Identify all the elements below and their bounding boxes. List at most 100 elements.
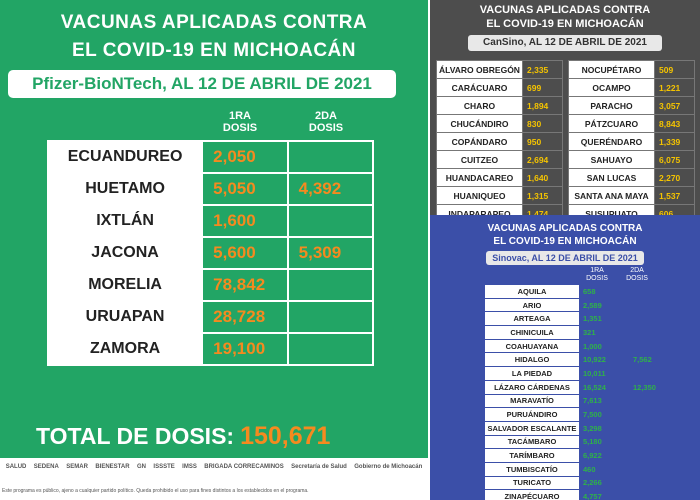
dosis2-cell: [286, 204, 375, 238]
municipio-cell: ECUANDUREO: [46, 140, 204, 174]
table-row: SUSUPUATO 606: [568, 204, 695, 215]
dosis-cell: 1,894: [522, 96, 563, 115]
table-row: OCAMPO 1,221: [568, 78, 695, 97]
municipio-cell: CARÁCUARO: [436, 78, 523, 97]
municipio-cell: TURICATO: [484, 475, 580, 491]
dosis1-cell: 1,000: [579, 338, 630, 354]
dosis-cell: 8,843: [654, 114, 695, 133]
logo-item: SEMAR: [66, 464, 88, 470]
dosis2-cell: [629, 407, 670, 422]
dosis2-cell: [629, 420, 670, 436]
dosis2-cell: [629, 461, 670, 477]
municipio-cell: PARACHO: [568, 96, 655, 115]
col2-line1: 2DA: [314, 110, 337, 122]
dosis2-cell: [629, 325, 670, 340]
table-row: LA PIEDAD 10,011: [484, 366, 670, 381]
table-row: MORELIA 78,842: [46, 268, 375, 302]
municipio-cell: CHARO: [436, 96, 523, 115]
dosis-cell: 1,221: [654, 78, 695, 97]
dosis2-cell: [629, 448, 670, 463]
dosis-cell: 2,694: [522, 150, 563, 169]
logo-item: SALUD: [5, 464, 27, 470]
municipio-cell: SALVADOR ESCALANTE: [484, 420, 580, 436]
municipio-cell: LA PIEDAD: [484, 366, 580, 381]
logo-item: GN: [136, 464, 146, 470]
dosis1-cell: 2,589: [579, 297, 630, 313]
table-row: IXTLÁN 1,600: [46, 204, 375, 238]
table-row: LÁZARO CÁRDENAS 16,524 12,350: [484, 379, 670, 395]
dosis1-cell: 7,613: [579, 393, 630, 409]
pfizer-title-line1: VACUNAS APLICADAS CONTRA: [60, 12, 368, 33]
dosis2-cell: 12,350: [629, 379, 670, 395]
table-row: ARIO 2,589: [484, 297, 670, 313]
dosis2-cell: [286, 300, 375, 334]
municipio-cell: TACÁMBARO: [484, 434, 580, 450]
table-row: CHARO 1,894: [436, 96, 563, 115]
table-row: SAN LUCAS 2,270: [568, 168, 695, 187]
col1-line1: 1RA: [228, 110, 251, 122]
municipio-cell: NOCUPÉTARO: [568, 60, 655, 79]
col2-line2: DOSIS: [626, 275, 648, 282]
dosis1-cell: 78,842: [201, 268, 289, 302]
dosis2-cell: [629, 338, 670, 354]
municipio-cell: COPÁNDARO: [436, 132, 523, 151]
col1-line1: 1RA: [590, 267, 604, 274]
pfizer-col2-header: 2DA DOSIS: [291, 110, 361, 134]
dosis-cell: 509: [654, 60, 695, 79]
municipio-cell: SAN LUCAS: [568, 168, 655, 187]
dosis-cell: 2,335: [522, 60, 563, 79]
dosis1-cell: 10,011: [579, 366, 630, 381]
dosis1-cell: 2,266: [579, 475, 630, 491]
dosis1-cell: 5,050: [201, 172, 289, 206]
table-row: JACONA 5,600 5,309: [46, 236, 375, 270]
municipio-cell: SUSUPUATO: [568, 204, 655, 215]
dosis1-cell: 19,100: [201, 332, 289, 366]
dosis-cell: 1,315: [522, 186, 563, 205]
table-row: CHINICUILA 321: [484, 325, 670, 340]
municipio-cell: CHINICUILA: [484, 325, 580, 340]
municipio-cell: HUANDACAREO: [436, 168, 523, 187]
dosis1-cell: 5,180: [579, 434, 630, 450]
table-row: TARÍMBARO 6,922: [484, 448, 670, 463]
table-row: ZINAPÉCUARO 4,757: [484, 489, 670, 500]
municipio-cell: SANTA ANA MAYA: [568, 186, 655, 205]
dosis-cell: 1,537: [654, 186, 695, 205]
pfizer-subtitle: Pfizer-BioNTech, AL 12 DE ABRIL DE 2021: [8, 70, 396, 98]
table-row: INDAPARAPEO 1,474: [436, 204, 563, 215]
sinovac-title-line2: EL COVID-19 EN MICHOACÁN: [493, 236, 637, 247]
dosis2-cell: 5,309: [286, 236, 375, 270]
dosis2-cell: 4,392: [286, 172, 375, 206]
table-row: PURUÁNDIRO 7,500: [484, 407, 670, 422]
table-row: ZAMORA 19,100: [46, 332, 375, 366]
table-row: COPÁNDARO 950: [436, 132, 563, 151]
table-row: PARACHO 3,057: [568, 96, 695, 115]
table-row: URUAPAN 28,728: [46, 300, 375, 334]
dosis-cell: 1,339: [654, 132, 695, 151]
dosis2-cell: [629, 284, 670, 299]
fine-print: Este programa es público, ajeno a cualqu…: [2, 488, 309, 494]
cansino-panel: VACUNAS APLICADAS CONTRA EL COVID-19 EN …: [430, 0, 700, 215]
col2-line1: 2DA: [630, 267, 644, 274]
municipio-cell: URUAPAN: [46, 300, 204, 334]
dosis-cell: 2,270: [654, 168, 695, 187]
dosis1-cell: 658: [579, 284, 630, 299]
table-row: ARTEAGA 1,351: [484, 311, 670, 327]
pfizer-table: ECUANDUREO 2,050 HUETAMO 5,050 4,392 IXTLÁN 1,…: [46, 140, 375, 366]
cansino-subtitle: CanSino, AL 12 DE ABRIL DE 2021: [468, 35, 662, 51]
dosis2-cell: [286, 140, 375, 174]
dosis1-cell: 28,728: [201, 300, 289, 334]
dosis1-cell: 2,050: [201, 140, 289, 174]
sinovac-table: AQUILA 658 ARIO 2,589 ARTEAGA 1,351 CHINICUILA…: [484, 284, 670, 500]
sinovac-col1-header: 1RA DOSIS: [582, 267, 612, 283]
table-row: PÁTZCUARO 8,843: [568, 114, 695, 133]
col2-line2: DOSIS: [308, 122, 344, 134]
table-row: SANTA ANA MAYA 1,537: [568, 186, 695, 205]
municipio-cell: ARTEAGA: [484, 311, 580, 327]
dosis1-cell: 10,922: [579, 352, 630, 368]
total-value: 150,671: [240, 422, 331, 450]
table-row: HUANDACAREO 1,640: [436, 168, 563, 187]
table-row: CARÁCUARO 699: [436, 78, 563, 97]
municipio-cell: IXTLÁN: [46, 204, 204, 238]
table-row: CHUCÁNDIRO 830: [436, 114, 563, 133]
dosis2-cell: [629, 475, 670, 491]
